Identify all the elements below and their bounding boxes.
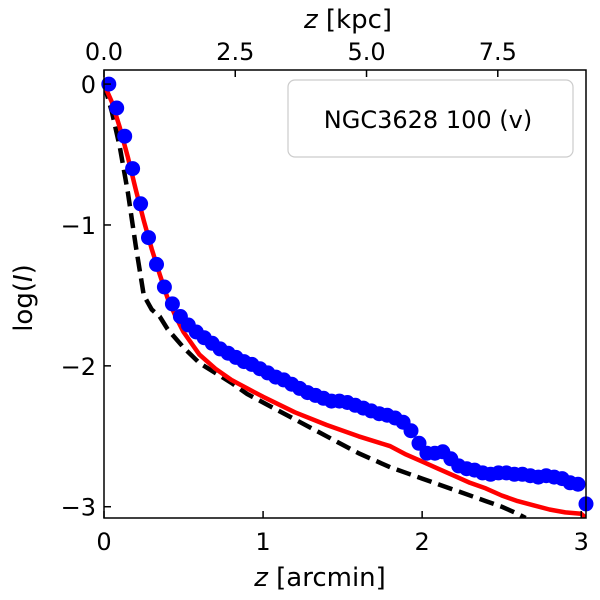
top-tick-label: 0.0 <box>85 38 123 66</box>
data-point <box>403 423 419 439</box>
data-point <box>141 230 156 246</box>
data-point <box>117 128 133 144</box>
data-point <box>149 256 164 272</box>
y-axis-label-prefix: log( <box>9 282 39 332</box>
y-axis-label-suffix: ) <box>9 264 39 274</box>
top-tick-label: 2.5 <box>216 38 254 66</box>
y-tick-label: −3 <box>61 494 96 522</box>
data-point <box>125 161 141 177</box>
top-axis-label-unit: [kpc] <box>318 5 392 35</box>
data-point <box>156 279 172 295</box>
top-tick-label: 5.0 <box>347 38 385 66</box>
data-point <box>164 296 180 312</box>
series-line-reference <box>104 83 527 518</box>
legend: NGC3628 100 (v) <box>287 79 574 158</box>
y-axis-label-var: I <box>9 274 39 282</box>
data-point <box>570 476 586 492</box>
top-axis-label: z [kpc] <box>303 5 392 35</box>
x-axis-label-var: z <box>253 563 269 593</box>
y-tick-label: −1 <box>61 212 96 240</box>
x-axis-label: z [arcmin] <box>253 563 386 593</box>
data-point <box>133 196 149 212</box>
x-tick-label: 1 <box>255 528 270 556</box>
y-tick-label: 0 <box>81 71 96 99</box>
series-layer <box>101 76 594 518</box>
plot-frame <box>103 69 587 519</box>
y-tick-label: −2 <box>61 353 96 381</box>
series-line-model <box>104 83 586 518</box>
data-point <box>109 100 125 116</box>
top-tick-label: 7.5 <box>479 38 517 66</box>
y-axis-label: log(I) <box>9 264 39 332</box>
x-tick-label: 0 <box>96 528 111 556</box>
x-tick-label: 2 <box>415 528 430 556</box>
x-axis-label-unit: [arcmin] <box>268 563 386 593</box>
ticks-layer: 0 1 2 3 0.0 2.5 5.0 7.5 0 −1 −2 −3 <box>61 38 589 556</box>
legend-text: NGC3628 100 (v) <box>324 106 532 134</box>
top-axis-label-var: z <box>303 5 319 35</box>
x-tick-label: 3 <box>574 528 589 556</box>
legend-box <box>287 79 574 158</box>
